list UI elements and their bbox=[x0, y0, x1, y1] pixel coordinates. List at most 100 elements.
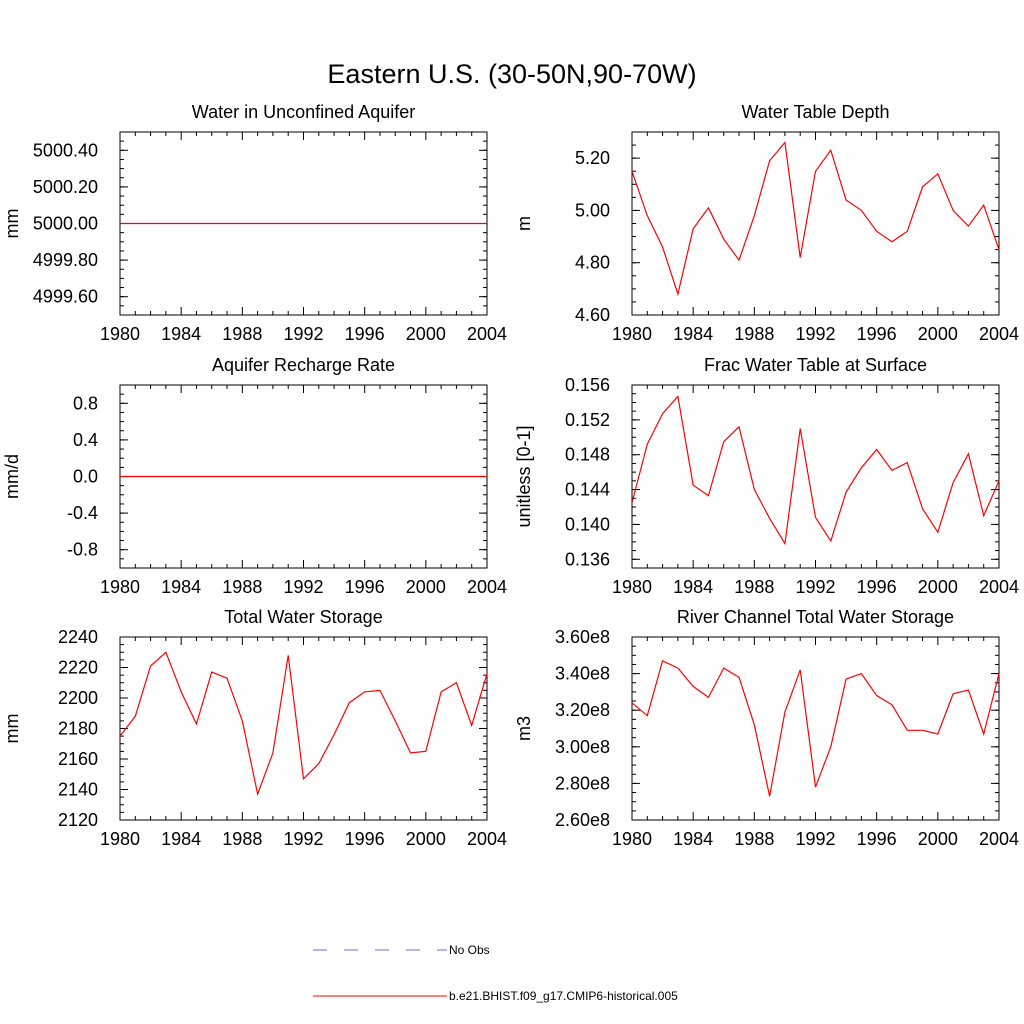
y-tick-label: 0.148 bbox=[565, 445, 610, 465]
x-tick-label: 1984 bbox=[161, 324, 201, 344]
x-tick-label: 2000 bbox=[406, 829, 446, 849]
y-tick-label: 2.60e8 bbox=[555, 810, 610, 830]
x-tick-label: 1996 bbox=[857, 577, 897, 597]
figure-title: Eastern U.S. (30-50N,90-70W) bbox=[327, 59, 696, 89]
y-tick-label: 2240 bbox=[58, 627, 98, 647]
chart-panel-1: Water in Unconfined Aquifer 1980 1984 1988 1… bbox=[2, 102, 507, 344]
x-tick-label: 1984 bbox=[673, 324, 713, 344]
y-tick-label: 2.80e8 bbox=[555, 773, 610, 793]
y-axis-label: m bbox=[514, 216, 534, 231]
x-tick-label: 1980 bbox=[100, 829, 140, 849]
x-tick-label: 1988 bbox=[222, 829, 262, 849]
y-tick-label: 3.00e8 bbox=[555, 737, 610, 757]
panel-grid: Water in Unconfined Aquifer 1980 1984 1988 1… bbox=[2, 102, 1019, 849]
chart-panel-5: Total Water Storage 1980 1984 1988 1992 1996 2… bbox=[2, 607, 507, 849]
y-axis-label: mm bbox=[2, 209, 22, 239]
chart-title: River Channel Total Water Storage bbox=[677, 607, 954, 627]
y-tick-label: 3.60e8 bbox=[555, 627, 610, 647]
x-tick-label: 2004 bbox=[979, 577, 1019, 597]
x-tick-label: 1988 bbox=[222, 324, 262, 344]
x-tick-label: 2004 bbox=[979, 324, 1019, 344]
x-tick-label: 1984 bbox=[161, 577, 201, 597]
x-tick-label: 1992 bbox=[283, 829, 323, 849]
chart-title: Water in Unconfined Aquifer bbox=[192, 102, 415, 122]
y-tick-label: 0.152 bbox=[565, 410, 610, 430]
x-tick-label: 1988 bbox=[222, 577, 262, 597]
chart-title: Total Water Storage bbox=[224, 607, 382, 627]
y-tick-label: -0.4 bbox=[67, 503, 98, 523]
y-tick-label: 0.144 bbox=[565, 480, 610, 500]
chart-panel-3: Aquifer Recharge Rate 1980 1984 1988 1992 199… bbox=[2, 355, 507, 597]
x-tick-label: 1980 bbox=[100, 577, 140, 597]
y-tick-label: 2180 bbox=[58, 719, 98, 739]
x-tick-label: 2004 bbox=[467, 577, 507, 597]
y-tick-label: 2140 bbox=[58, 780, 98, 800]
y-tick-label: -0.8 bbox=[67, 540, 98, 560]
y-tick-label: 2120 bbox=[58, 810, 98, 830]
x-tick-label: 1992 bbox=[795, 577, 835, 597]
chart-panel-4: Frac Water Table at Surface 1980 1984 1988 1… bbox=[514, 355, 1019, 597]
x-tick-label: 2000 bbox=[406, 324, 446, 344]
y-axis-label: mm/d bbox=[2, 454, 22, 499]
x-tick-label: 1996 bbox=[857, 829, 897, 849]
x-tick-label: 1980 bbox=[612, 324, 652, 344]
series-line bbox=[631, 394, 1000, 546]
legend-model-label: b.e21.BHIST.f09_g17.CMIP6-historical.005 bbox=[449, 989, 678, 1003]
y-tick-label: 5000.40 bbox=[33, 140, 98, 160]
x-tick-label: 1996 bbox=[345, 324, 385, 344]
y-tick-label: 4.60 bbox=[575, 305, 610, 325]
y-tick-label: 2200 bbox=[58, 688, 98, 708]
x-tick-label: 1980 bbox=[612, 577, 652, 597]
chart-title: Aquifer Recharge Rate bbox=[212, 355, 395, 375]
y-tick-label: 0.140 bbox=[565, 514, 610, 534]
y-tick-label: 2220 bbox=[58, 658, 98, 678]
y-tick-label: 5.00 bbox=[575, 200, 610, 220]
legend: No Obs b.e21.BHIST.f09_g17.CMIP6-histori… bbox=[313, 943, 678, 1003]
y-tick-label: 0.4 bbox=[73, 430, 98, 450]
y-tick-label: 0.8 bbox=[73, 393, 98, 413]
x-tick-label: 1988 bbox=[734, 324, 774, 344]
x-tick-label: 1996 bbox=[345, 577, 385, 597]
x-tick-label: 2004 bbox=[467, 829, 507, 849]
x-tick-label: 1984 bbox=[161, 829, 201, 849]
y-tick-label: 5.20 bbox=[575, 148, 610, 168]
y-tick-label: 4.80 bbox=[575, 253, 610, 273]
x-tick-label: 1980 bbox=[612, 829, 652, 849]
series-line bbox=[631, 659, 1000, 797]
x-tick-label: 1988 bbox=[734, 829, 774, 849]
y-tick-label: 3.20e8 bbox=[555, 700, 610, 720]
y-axis-label: unitless [0-1] bbox=[514, 425, 534, 527]
x-tick-label: 2000 bbox=[918, 577, 958, 597]
series-line bbox=[119, 651, 488, 797]
y-tick-label: 0.0 bbox=[73, 467, 98, 487]
y-tick-label: 3.40e8 bbox=[555, 664, 610, 684]
y-tick-label: 4999.80 bbox=[33, 250, 98, 270]
x-tick-label: 1992 bbox=[283, 324, 323, 344]
x-tick-label: 1984 bbox=[673, 577, 713, 597]
x-tick-label: 2000 bbox=[406, 577, 446, 597]
legend-obs-label: No Obs bbox=[449, 943, 490, 957]
x-tick-label: 2004 bbox=[467, 324, 507, 344]
chart-title: Frac Water Table at Surface bbox=[704, 355, 927, 375]
y-tick-label: 2160 bbox=[58, 749, 98, 769]
y-axis-label: mm bbox=[2, 714, 22, 744]
x-tick-label: 2000 bbox=[918, 324, 958, 344]
chart-panel-6: River Channel Total Water Storage 1980 198… bbox=[514, 607, 1019, 849]
x-tick-label: 1992 bbox=[795, 324, 835, 344]
x-tick-label: 2000 bbox=[918, 829, 958, 849]
y-tick-label: 4999.60 bbox=[33, 287, 98, 307]
x-tick-label: 1992 bbox=[795, 829, 835, 849]
y-tick-label: 0.136 bbox=[565, 549, 610, 569]
y-tick-label: 5000.20 bbox=[33, 177, 98, 197]
y-axis-label: m3 bbox=[514, 716, 534, 741]
x-tick-label: 1984 bbox=[673, 829, 713, 849]
x-tick-label: 2004 bbox=[979, 829, 1019, 849]
y-tick-label: 0.156 bbox=[565, 375, 610, 395]
x-tick-label: 1980 bbox=[100, 324, 140, 344]
x-tick-label: 1988 bbox=[734, 577, 774, 597]
x-tick-label: 1996 bbox=[857, 324, 897, 344]
chart-panel-2: Water Table Depth 1980 1984 1988 1992 1996 200… bbox=[514, 102, 1019, 344]
series-line bbox=[631, 141, 1000, 297]
chart-title: Water Table Depth bbox=[741, 102, 889, 122]
